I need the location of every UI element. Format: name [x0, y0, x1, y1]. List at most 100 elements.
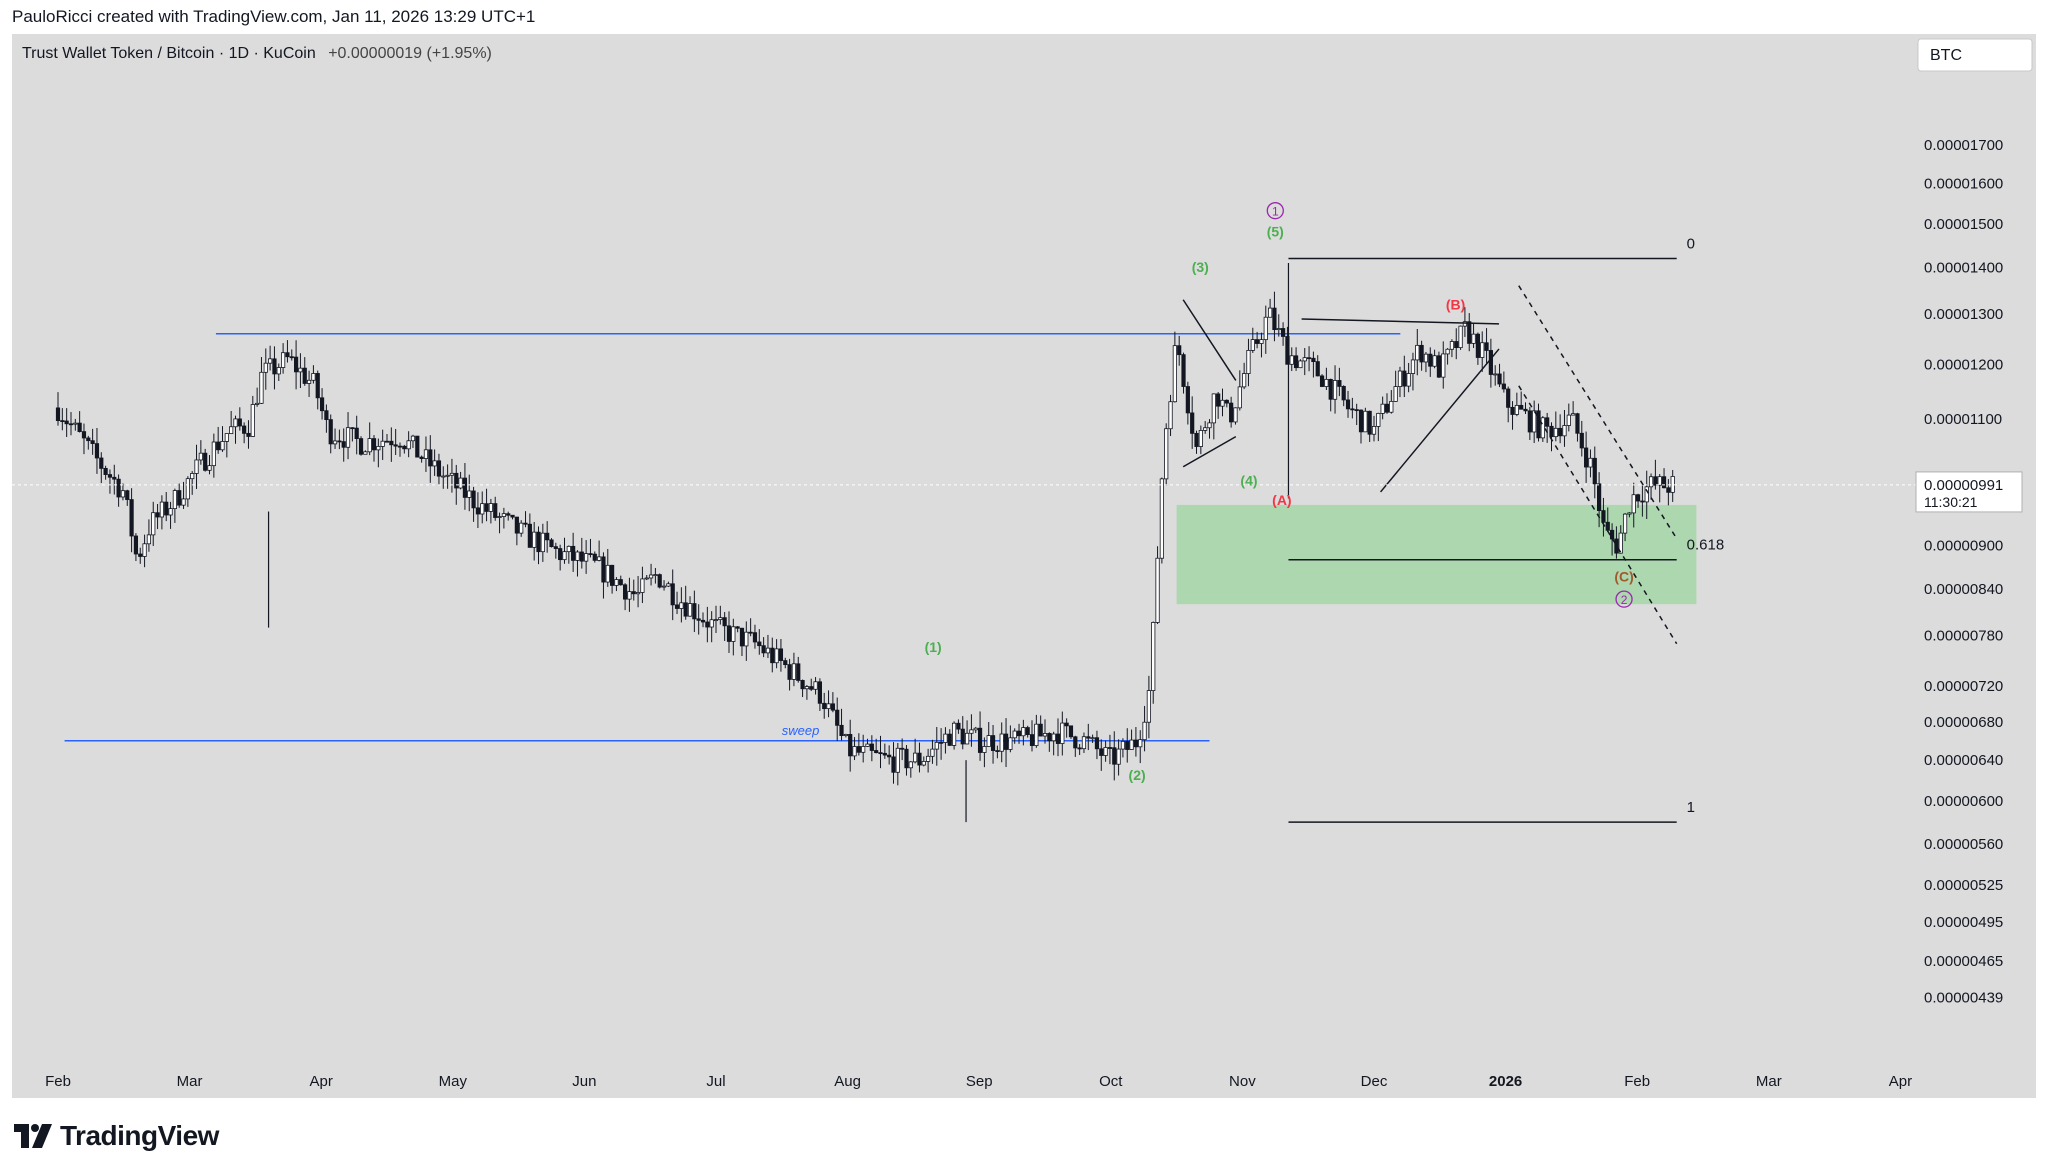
candle: [1614, 526, 1619, 559]
candle: [1259, 332, 1264, 358]
candle: [869, 735, 874, 762]
candle: [506, 511, 511, 521]
x-tick-label: Sep: [966, 1073, 993, 1090]
candle: [761, 637, 766, 658]
candle: [1666, 479, 1671, 506]
candle: [397, 442, 403, 457]
candle: [185, 476, 190, 507]
candle: [263, 348, 268, 390]
candle: [1272, 291, 1277, 342]
candle: [882, 743, 887, 759]
candle: [1354, 403, 1359, 426]
candle: [1454, 328, 1459, 360]
plot-area[interactable]: [12, 34, 2036, 1098]
candle: [904, 745, 909, 776]
candle: [406, 431, 411, 458]
candle: [155, 504, 160, 530]
x-tick-label: Apr: [1889, 1073, 1912, 1090]
svg-text:1: 1: [1272, 205, 1279, 219]
candle: [1558, 414, 1563, 444]
candle: [562, 537, 567, 564]
candle: [1384, 393, 1390, 414]
candle: [1146, 675, 1151, 739]
candle: [1021, 719, 1026, 746]
candle: [376, 438, 381, 468]
candle: [68, 412, 74, 436]
candle: [1025, 725, 1030, 738]
candle: [371, 435, 377, 462]
candle: [1549, 422, 1554, 452]
candle: [1423, 351, 1429, 373]
symbol-name: Trust Wallet Token / Bitcoin · 1D · KuCo…: [22, 45, 316, 62]
candle: [1289, 347, 1294, 372]
candle: [1635, 493, 1641, 508]
candle: [449, 458, 455, 493]
candle: [748, 618, 753, 637]
wedge-rising-line: [1380, 348, 1500, 493]
candle: [242, 422, 247, 444]
candle: [982, 737, 987, 768]
x-tick-label: Nov: [1229, 1073, 1256, 1090]
candle: [934, 726, 939, 766]
candle: [423, 436, 429, 472]
candle: [670, 569, 675, 621]
tradingview-logo[interactable]: TradingView: [14, 1116, 219, 1156]
candle: [1467, 313, 1472, 352]
candle: [198, 440, 203, 465]
candle: [1497, 363, 1502, 388]
wedge-top-line: [1301, 318, 1500, 325]
candle: [1506, 386, 1511, 423]
currency-button[interactable]: BTC: [1917, 38, 2033, 72]
candle: [1644, 470, 1649, 520]
candle: [168, 501, 173, 529]
x-tick-label: Aug: [834, 1073, 861, 1090]
candle: [1086, 723, 1091, 751]
candle: [1571, 401, 1576, 416]
candle: [1055, 718, 1061, 757]
candle: [311, 365, 316, 384]
candle: [765, 634, 771, 659]
candle: [627, 577, 632, 612]
candle: [272, 346, 277, 390]
y-tick-label: 0.00001100: [1924, 411, 2002, 428]
candle-layer: [55, 262, 1675, 823]
candle: [337, 429, 342, 450]
candle: [605, 548, 610, 587]
candle: [1306, 346, 1312, 372]
candle: [917, 742, 922, 773]
candle: [1133, 727, 1139, 757]
candle: [1220, 388, 1225, 417]
candle: [415, 435, 420, 458]
candle: [926, 748, 931, 773]
candle: [268, 345, 273, 371]
candle: [480, 491, 485, 524]
price-change: +0.00000019 (+1.95%): [328, 45, 492, 62]
candle: [393, 428, 398, 456]
candle: [1415, 328, 1420, 376]
candle: [428, 435, 433, 483]
candle: [1562, 409, 1567, 447]
candle: [276, 363, 281, 381]
candle: [289, 349, 294, 361]
x-tick-label: Mar: [177, 1073, 203, 1090]
candle: [1484, 328, 1489, 364]
candle: [523, 511, 528, 528]
candle: [510, 514, 515, 520]
candle: [1060, 711, 1065, 756]
candle: [1363, 407, 1368, 433]
fib-level-label: 0.618: [1687, 537, 1725, 554]
candle: [666, 581, 671, 587]
axis-layer: Feb Mar Apr May Jun Jul Aug Sep Oct Nov Dec 2026 Feb…: [45, 137, 2023, 1090]
candle: [99, 452, 104, 484]
candle: [1436, 351, 1442, 379]
candle: [1441, 341, 1446, 389]
wave-label: (3): [1192, 259, 1209, 275]
candle: [1029, 720, 1035, 752]
candle: [1419, 340, 1424, 371]
candle: [566, 545, 571, 564]
candle: [1268, 298, 1273, 318]
candle: [94, 427, 100, 474]
svg-text:(B): (B): [1446, 296, 1465, 312]
